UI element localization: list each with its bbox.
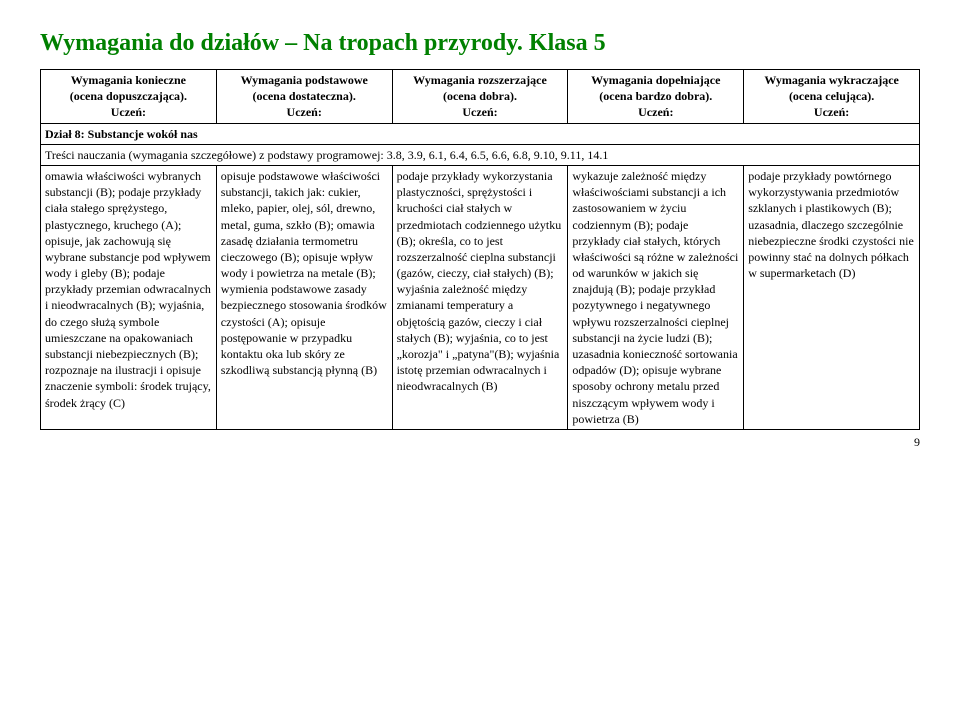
col-header-1: Wymagania konieczne (ocena dopuszczająca… xyxy=(41,70,217,124)
section-row: Dział 8: Substancje wokół nas xyxy=(41,123,920,144)
cell-c4: wykazuje zależność między właściwościami… xyxy=(568,165,744,429)
section-cell: Dział 8: Substancje wokół nas xyxy=(41,123,920,144)
cell-c3: podaje przykłady wykorzystania plastyczn… xyxy=(392,165,568,429)
standards-cell: Treści nauczania (wymagania szczegółowe)… xyxy=(41,144,920,165)
cell-c2: opisuje podstawowe właściwości substancj… xyxy=(216,165,392,429)
cell-c1: omawia właściwości wybranych substancji … xyxy=(41,165,217,429)
content-row: omawia właściwości wybranych substancji … xyxy=(41,165,920,429)
requirements-table: Wymagania konieczne (ocena dopuszczająca… xyxy=(40,69,920,430)
standards-row: Treści nauczania (wymagania szczegółowe)… xyxy=(41,144,920,165)
page-title: Wymagania do działów – Na tropach przyro… xyxy=(40,30,920,57)
col-header-4: Wymagania dopełniające (ocena bardzo dob… xyxy=(568,70,744,124)
col-header-2: Wymagania podstawowe (ocena dostateczna)… xyxy=(216,70,392,124)
cell-c5: podaje przykłady powtórnego wykorzystywa… xyxy=(744,165,920,429)
header-row: Wymagania konieczne (ocena dopuszczająca… xyxy=(41,70,920,124)
col-header-3: Wymagania rozszerzające (ocena dobra). U… xyxy=(392,70,568,124)
page-number: 9 xyxy=(914,435,920,450)
col-header-5: Wymagania wykraczające (ocena celująca).… xyxy=(744,70,920,124)
